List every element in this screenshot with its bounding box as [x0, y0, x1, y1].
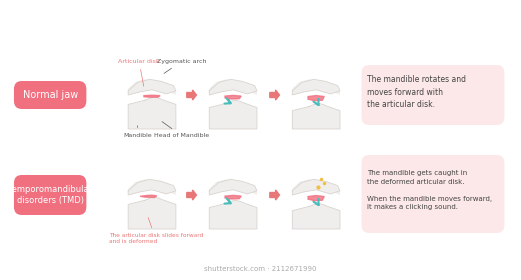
- Polygon shape: [292, 79, 340, 95]
- Polygon shape: [209, 179, 257, 195]
- Polygon shape: [128, 79, 176, 95]
- Polygon shape: [292, 203, 340, 229]
- Text: Articular disk: Articular disk: [118, 59, 160, 86]
- Polygon shape: [209, 79, 257, 95]
- Polygon shape: [209, 100, 257, 129]
- FancyBboxPatch shape: [362, 155, 504, 233]
- FancyBboxPatch shape: [14, 81, 86, 109]
- Text: Zygomatic arch: Zygomatic arch: [157, 59, 206, 73]
- Polygon shape: [225, 195, 241, 199]
- Polygon shape: [140, 195, 157, 197]
- Polygon shape: [292, 179, 340, 195]
- FancyBboxPatch shape: [14, 175, 86, 215]
- Text: Head of Mandible: Head of Mandible: [154, 122, 209, 138]
- Text: The mandible gets caught in
the deformed articular disk.

When the mandible move: The mandible gets caught in the deformed…: [367, 170, 492, 210]
- Polygon shape: [128, 197, 176, 229]
- Text: Normal jaw: Normal jaw: [22, 90, 78, 100]
- Polygon shape: [292, 179, 340, 195]
- Polygon shape: [270, 90, 279, 100]
- FancyBboxPatch shape: [362, 65, 504, 125]
- Polygon shape: [308, 95, 324, 101]
- Text: Temporomandibular
disorders (TMD): Temporomandibular disorders (TMD): [8, 185, 92, 206]
- Polygon shape: [209, 79, 257, 95]
- Polygon shape: [187, 190, 196, 200]
- Polygon shape: [225, 95, 241, 99]
- Polygon shape: [292, 103, 340, 129]
- Polygon shape: [209, 179, 257, 195]
- Polygon shape: [270, 190, 279, 200]
- Polygon shape: [187, 90, 196, 100]
- Polygon shape: [144, 95, 160, 97]
- Polygon shape: [128, 79, 176, 95]
- Polygon shape: [128, 179, 176, 195]
- Text: The articular disk slides forward
and is deformed: The articular disk slides forward and is…: [108, 218, 203, 244]
- Polygon shape: [292, 79, 340, 95]
- Polygon shape: [128, 179, 176, 195]
- Text: Mandible: Mandible: [123, 126, 152, 138]
- Text: The mandible rotates and
moves forward with
the articular disk.: The mandible rotates and moves forward w…: [367, 75, 466, 109]
- Polygon shape: [308, 195, 324, 201]
- Text: shutterstock.com · 2112671990: shutterstock.com · 2112671990: [204, 266, 316, 272]
- Polygon shape: [128, 97, 176, 129]
- Polygon shape: [209, 200, 257, 229]
